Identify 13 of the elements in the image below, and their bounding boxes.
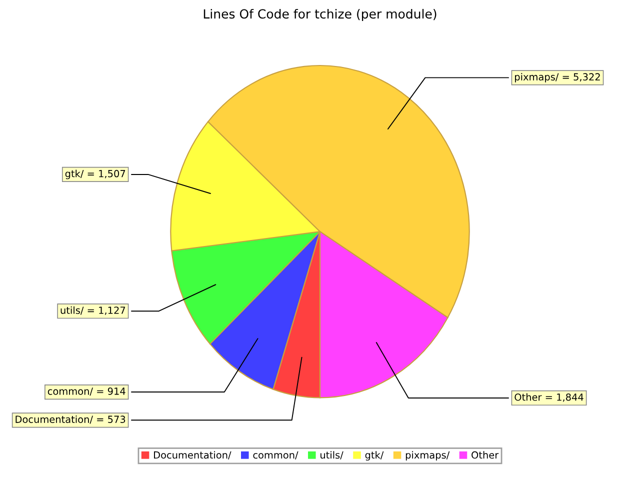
data-label: utils/ = 1,127 xyxy=(60,306,126,315)
legend-label: common/ xyxy=(253,451,298,460)
legend-label: utils/ xyxy=(320,451,344,460)
legend-label: pixmaps/ xyxy=(406,451,450,461)
data-label: common/ = 914 xyxy=(48,388,126,396)
data-label: Documentation/ = 573 xyxy=(16,415,126,424)
legend-label: Documentation/ xyxy=(154,451,232,460)
data-label: pixmaps/ = 5,322 xyxy=(515,72,600,82)
legend-label: gtk/ xyxy=(365,451,384,461)
legend-label: Other xyxy=(472,451,499,459)
data-label: Other = 1,844 xyxy=(514,393,584,402)
chart-title: Lines Of Code for tchize (per module) xyxy=(204,8,436,22)
data-label: gtk/ = 1,507 xyxy=(65,170,126,180)
